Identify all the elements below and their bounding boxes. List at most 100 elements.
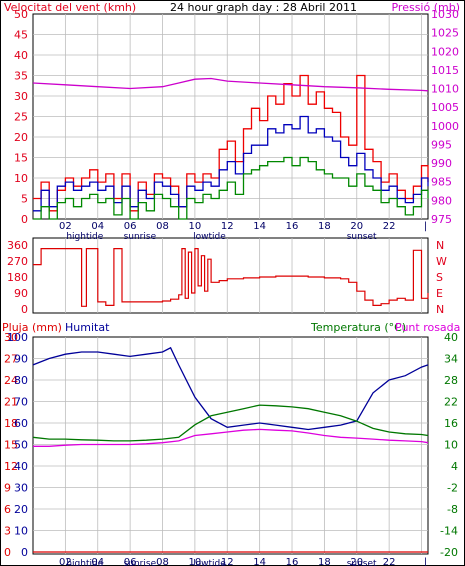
pressure-tick: 1030	[431, 8, 459, 21]
gust-line	[33, 74, 429, 212]
rain-tick: 3	[4, 525, 11, 538]
wind-axis-title: Velocitat del vent (kmh)	[4, 1, 136, 14]
humidity-tick: 60	[14, 417, 28, 430]
compass-tick: E	[436, 287, 443, 300]
temperature-tick: -2	[447, 482, 458, 495]
graph-title: 24 hour graph day : 28 Abril 2011	[170, 1, 357, 14]
temperature-tick: 10	[444, 439, 458, 452]
hour-label: 04	[91, 557, 104, 566]
direction-panel-frame	[32, 237, 429, 314]
humidity-tick: 90	[14, 353, 28, 366]
rain-tick: 0	[4, 546, 11, 559]
hour-label: 20	[350, 221, 363, 232]
wind-tick: 45	[14, 29, 28, 42]
wind-tick: 35	[14, 70, 28, 83]
dewpoint-axis-title: Punt rosada	[395, 321, 460, 334]
hour-label: 02	[59, 221, 72, 232]
windmin-line	[33, 156, 429, 220]
tick-labels: 0202040406060808101012121414161618182020…	[4, 8, 459, 566]
wind-tick: 10	[14, 172, 28, 185]
rain-tick: 21	[4, 396, 18, 409]
hour-label: 22	[383, 557, 396, 566]
humidity-tick: 80	[14, 374, 28, 387]
series-layer	[32, 74, 429, 553]
temp-line	[32, 404, 429, 442]
hour-label: 20	[350, 557, 363, 566]
wind-tick: 30	[14, 90, 28, 103]
wind-tick: 50	[14, 8, 28, 21]
bottom-panel-frame	[32, 336, 429, 555]
temperature-tick: 4	[451, 460, 458, 473]
humidity-tick: 10	[14, 525, 28, 538]
pressure-line	[32, 77, 429, 92]
dir-line	[33, 248, 429, 307]
pressure-tick: 975	[431, 213, 452, 226]
compass-tick: S	[436, 271, 443, 284]
temperature-tick: 40	[444, 331, 458, 344]
temperature-tick: 22	[444, 396, 458, 409]
humidity-tick: 30	[14, 482, 28, 495]
hour-label: 18	[318, 221, 331, 232]
event-label: hightide	[66, 559, 103, 566]
event-label: sunset	[347, 232, 377, 242]
wind-tick: 15	[14, 152, 28, 165]
hum-line	[32, 346, 429, 431]
hour-label: 14	[253, 557, 266, 566]
rain-tick: 18	[4, 417, 18, 430]
rain-tick: 24	[4, 374, 18, 387]
humidity-tick: 20	[14, 503, 28, 516]
hour-label: |	[424, 221, 427, 232]
pressure-tick: 980	[431, 194, 452, 207]
event-label: sunrise	[124, 559, 157, 566]
pressure-tick: 1015	[431, 64, 459, 77]
pressure-tick: 995	[431, 138, 452, 151]
temperature-tick: 34	[444, 353, 458, 366]
wind-line	[33, 115, 429, 212]
rain-tick: 15	[4, 439, 18, 452]
direction-tick: 360	[7, 239, 28, 252]
pressure-tick: 1005	[431, 101, 459, 114]
hour-label: 16	[286, 557, 299, 566]
dew-line	[33, 428, 429, 447]
pressure-tick: 985	[431, 176, 452, 189]
event-label: lowtide	[193, 559, 226, 566]
humidity-tick: 50	[14, 439, 28, 452]
temperature-tick: -8	[447, 503, 458, 516]
rain-tick: 30	[4, 331, 18, 344]
direction-tick: 90	[14, 287, 28, 300]
rain-tick: 12	[4, 460, 18, 473]
hour-label: 08	[156, 557, 169, 566]
pressure-tick: 1000	[431, 120, 459, 133]
humidity-axis-title: Humitat	[65, 321, 110, 334]
hour-label: 16	[286, 221, 299, 232]
hour-label: 08	[156, 221, 169, 232]
temperature-tick: 16	[444, 417, 458, 430]
hour-label: 10	[189, 221, 202, 232]
pressure-tick: 1020	[431, 45, 459, 58]
direction-tick: 0	[21, 303, 28, 316]
hour-label: 12	[221, 557, 234, 566]
temperature-tick: -20	[440, 546, 458, 559]
rain-axis-title: Pluja (mm)	[2, 321, 62, 334]
rain-tick: 6	[4, 503, 11, 516]
hour-label: 02	[59, 557, 72, 566]
hour-label: 14	[253, 221, 266, 232]
humidity-tick: 70	[14, 396, 28, 409]
event-label: sunset	[347, 559, 377, 566]
event-label: hightide	[66, 232, 103, 242]
humidity-tick: 0	[21, 546, 28, 559]
temperature-tick: -14	[440, 525, 458, 538]
hour-label: 06	[124, 557, 137, 566]
humidity-tick: 100	[7, 331, 28, 344]
hour-label: 04	[91, 221, 104, 232]
temperature-axis-title: Temperatura (°C)	[310, 321, 406, 334]
rain-tick: 27	[4, 353, 18, 366]
pressure-tick: 1010	[431, 83, 459, 96]
compass-tick: W	[436, 255, 447, 268]
pressure-tick: 990	[431, 157, 452, 170]
wind-tick: 0	[21, 213, 28, 226]
temperature-tick: 28	[444, 374, 458, 387]
hour-label: 18	[318, 557, 331, 566]
hour-label: 06	[124, 221, 137, 232]
